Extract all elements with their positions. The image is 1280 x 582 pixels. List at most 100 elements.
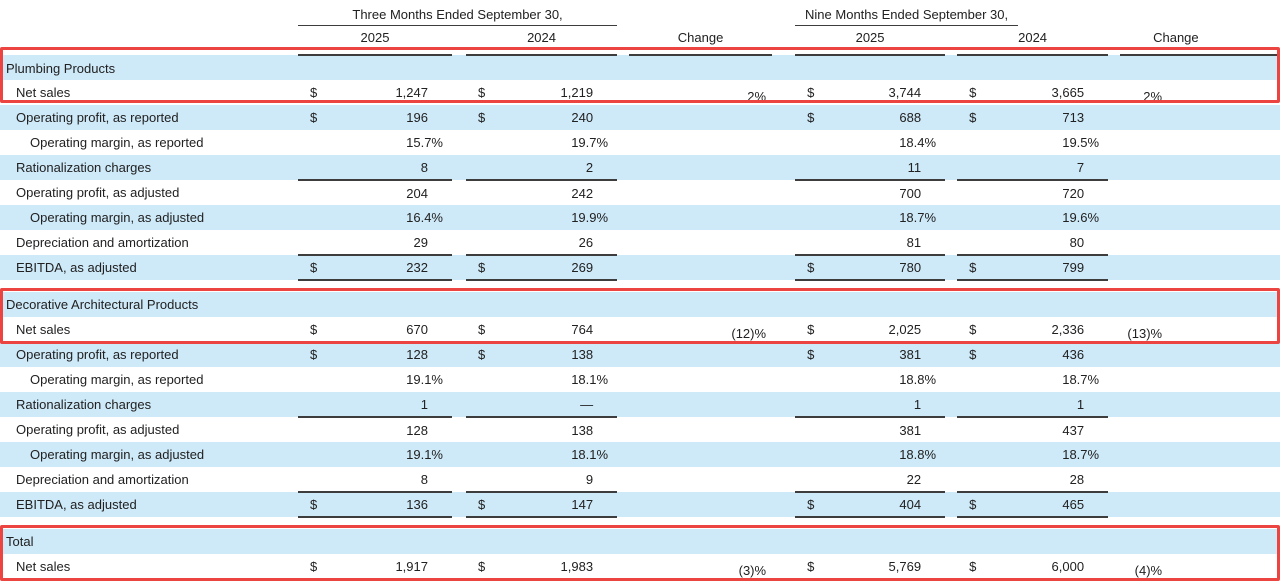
spacer-cell (945, 367, 957, 392)
change-9mo (1120, 417, 1280, 442)
spacer-cell (772, 180, 795, 205)
dollar-sign-9mo-2025 (795, 442, 819, 467)
dollar-sign-3mo-2024: $ (478, 347, 486, 362)
spacer-cell (1108, 255, 1120, 280)
spacer-cell (617, 554, 629, 579)
dollar-sign-3mo-2025 (298, 417, 322, 442)
change-3mo: (12)% (731, 326, 767, 341)
dollar-sign-3mo-2025: $ (298, 492, 322, 518)
spacer-cell (772, 317, 795, 342)
spacer-cell (772, 417, 795, 442)
spacer-cell (1108, 155, 1120, 180)
dollar-sign-3mo-2025 (298, 367, 322, 392)
change-3mo (629, 467, 772, 492)
spacer-cell (617, 442, 629, 467)
dollar-sign-9mo-2024 (957, 180, 981, 205)
header-spacer (945, 26, 957, 49)
year-2025-three-months: 2025 (360, 30, 390, 45)
value-9mo-2025: 18.8% (899, 372, 937, 387)
spacer-cell (452, 230, 466, 255)
spacer-cell (452, 205, 466, 230)
value-3mo-2024: 26 (490, 230, 618, 256)
value-9mo-2024: 1 (981, 392, 1109, 418)
dollar-sign-9mo-2025: $ (807, 110, 815, 125)
value-9mo-2025: 18.8% (899, 447, 937, 462)
row-label: EBITDA, as adjusted (16, 497, 137, 512)
dollar-sign-3mo-2025: $ (310, 559, 318, 574)
change-3mo (629, 417, 772, 442)
dollar-sign-3mo-2024 (466, 230, 490, 256)
value-3mo-2025: 8 (322, 155, 452, 181)
spacer-cell (772, 105, 795, 130)
spacer-cell (617, 467, 629, 492)
dollar-sign-9mo-2025: $ (807, 559, 815, 574)
spacer-cell (1108, 317, 1120, 342)
spacer-cell (772, 255, 795, 280)
section-title: Decorative Architectural Products (0, 292, 1280, 317)
change-header-nine-months: Change (1153, 30, 1199, 45)
dollar-sign-3mo-2025 (298, 467, 322, 493)
value-3mo-2025: 670 (406, 322, 428, 337)
change-3mo (629, 492, 772, 517)
spacer-cell (945, 342, 957, 367)
dollar-sign-9mo-2024: $ (969, 322, 977, 337)
value-3mo-2024: 9 (490, 467, 618, 493)
value-9mo-2025: 3,744 (888, 85, 922, 100)
value-3mo-2024: 1,219 (560, 85, 594, 100)
value-9mo-2024: 713 (1062, 110, 1085, 125)
value-3mo-2024: 18.1% (571, 447, 609, 462)
table-row: Net sales $670 $764 (12)% $2,025 $2,336 (13)% (0, 317, 1280, 342)
dollar-sign-9mo-2024: $ (957, 492, 982, 518)
spacer-cell (945, 392, 957, 417)
change-9mo (1120, 255, 1280, 280)
header-rule (298, 49, 452, 56)
value-3mo-2024: 19.9% (571, 210, 609, 225)
row-label: Net sales (16, 85, 71, 100)
spacer-cell (452, 467, 466, 492)
dollar-sign-3mo-2024 (466, 442, 490, 467)
row-label: Net sales (16, 322, 71, 337)
spacer-cell (617, 205, 629, 230)
spacer-cell (772, 467, 795, 492)
value-9mo-2024: 19.6% (1062, 210, 1100, 225)
value-3mo-2025: 232 (322, 255, 452, 281)
dollar-sign-9mo-2025 (795, 155, 820, 181)
dollar-sign-3mo-2025 (298, 205, 322, 230)
spacer-cell (772, 492, 795, 517)
value-9mo-2025: 2,025 (888, 322, 922, 337)
value-9mo-2025: 81 (819, 230, 946, 256)
spacer-cell (945, 180, 957, 205)
change-3mo (629, 180, 772, 205)
dollar-sign-3mo-2024 (466, 155, 490, 181)
change-9mo (1120, 105, 1280, 130)
change-3mo (629, 130, 772, 155)
value-3mo-2024: 19.7% (571, 135, 609, 150)
dollar-sign-9mo-2024: $ (969, 347, 977, 362)
change-3mo (629, 392, 772, 417)
spacer-cell (617, 255, 629, 280)
value-3mo-2024: 764 (571, 322, 594, 337)
spacer-cell (945, 105, 957, 130)
dollar-sign-9mo-2025: $ (795, 255, 820, 281)
year-2024-three-months: 2024 (527, 30, 556, 45)
dollar-sign-3mo-2025: $ (310, 322, 318, 337)
spacer-cell (1108, 80, 1120, 105)
spacer-cell (617, 155, 629, 180)
table-row: Operating profit, as adjusted 204 242 700 72… (0, 180, 1280, 205)
change-9mo: 2% (1143, 89, 1163, 104)
year-2025-nine-months: 2025 (855, 30, 885, 45)
value-9mo-2025: 381 (899, 347, 922, 362)
dollar-sign-9mo-2025 (795, 417, 819, 442)
spacer-row (0, 280, 1280, 292)
value-9mo-2024: 6,000 (1051, 559, 1085, 574)
spacer-cell (772, 155, 795, 180)
value-9mo-2024: 720 (1062, 185, 1085, 201)
spacer-cell (772, 80, 795, 105)
dollar-sign-3mo-2025 (298, 230, 322, 256)
row-label: Operating margin, as adjusted (30, 447, 205, 462)
value-3mo-2025: 19.1% (406, 372, 443, 387)
value-3mo-2024: 138 (571, 422, 594, 438)
spacer-cell (0, 517, 1280, 529)
value-9mo-2024: 7 (981, 155, 1109, 181)
